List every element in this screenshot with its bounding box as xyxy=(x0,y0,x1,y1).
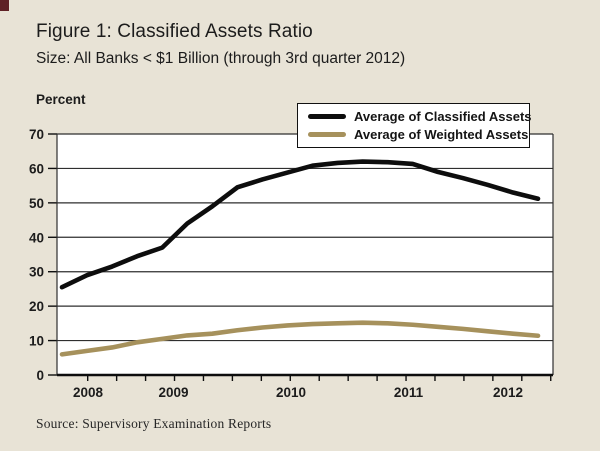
legend-item-weighted-assets: Average of Weighted Assets xyxy=(308,127,529,142)
plot-background xyxy=(57,134,553,375)
y-tick-label: 40 xyxy=(29,230,44,245)
x-tick-label: 2011 xyxy=(394,385,424,400)
classified-line-swatch-icon xyxy=(308,114,346,119)
series-line-weighted xyxy=(59,320,541,357)
chart-subtitle: Size: All Banks < $1 Billion (through 3r… xyxy=(36,50,406,67)
page-corner-mark xyxy=(0,0,9,11)
y-tick-label: 10 xyxy=(29,334,44,349)
x-tick-label: 2008 xyxy=(73,385,104,400)
legend-item-classified-assets: Average of Classified Assets xyxy=(308,109,532,124)
x-tick-label: 2010 xyxy=(276,385,306,400)
y-tick-label: 50 xyxy=(29,196,44,211)
y-tick-label: 60 xyxy=(29,161,44,176)
y-tick-label: 0 xyxy=(36,368,44,383)
y-tick-label: 20 xyxy=(29,299,44,314)
series-line-classified xyxy=(59,159,541,290)
x-tick-label: 2009 xyxy=(158,385,188,400)
legend-label: Average of Weighted Assets xyxy=(354,127,529,142)
chart-title: Figure 1: Classified Assets Ratio xyxy=(36,21,313,42)
y-tick-label: 30 xyxy=(29,265,44,280)
weighted-line-swatch-icon xyxy=(308,132,346,137)
y-axis-title: Percent xyxy=(36,92,86,107)
chart-legend: Average of Classified Assets Average of … xyxy=(297,103,532,148)
legend-label: Average of Classified Assets xyxy=(354,109,532,124)
source-note: Source: Supervisory Examination Reports xyxy=(36,416,272,431)
x-tick-label: 2012 xyxy=(493,385,523,400)
y-tick-label: 70 xyxy=(29,127,44,142)
